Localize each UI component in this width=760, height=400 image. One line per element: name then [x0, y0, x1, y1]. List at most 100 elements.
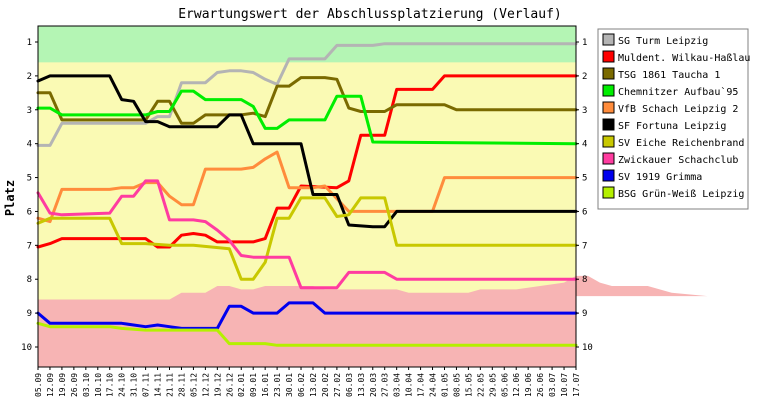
y-tick-label-right: 6: [582, 207, 587, 217]
legend-entry-label: SV Eiche Reichenbrand: [618, 138, 744, 149]
x-tick-label: 05.12: [189, 373, 198, 397]
y-tick-label: 4: [27, 140, 32, 150]
series-line-7: [36, 196, 578, 281]
zone-bottom: [38, 275, 760, 367]
legend-entry-label: Zwickauer Schachclub: [618, 155, 738, 166]
series-line-5: [36, 150, 578, 224]
x-tick-label: 15.05: [464, 373, 473, 397]
x-tick-label: 22.05: [476, 373, 485, 397]
x-tick-label: 26.12: [225, 373, 234, 397]
x-tick-label: 29.05: [488, 373, 497, 397]
x-tick-label: 27.02: [333, 373, 342, 397]
y-tick-label: 7: [27, 241, 32, 251]
y-tick-label: 10: [21, 343, 32, 353]
y-tick-label-right: 4: [582, 140, 587, 150]
x-tick-label: 03.10: [82, 373, 91, 397]
x-tick-label: 30.01: [285, 373, 294, 397]
legend-entry-label: TSG 1861 Taucha 1: [618, 70, 720, 81]
x-tick-label: 17.07: [572, 373, 581, 397]
series-line-10: [36, 321, 578, 347]
legend-swatch: [602, 135, 615, 148]
x-tick-label: 21.11: [166, 373, 175, 397]
x-tick-label: 06.03: [345, 373, 354, 397]
x-tick-label: 31.10: [130, 373, 139, 397]
series-line-3: [36, 76, 578, 125]
y-tick-label: 1: [27, 38, 32, 48]
x-tick-label: 03.04: [393, 373, 402, 397]
legend-entry-label: Muldent. Wilkau-Haßlau: [618, 53, 750, 64]
y-tick-label: 8: [27, 275, 32, 285]
y-tick-label-right: 5: [582, 174, 587, 184]
legend-box: [597, 28, 749, 210]
x-tick-label: 20.03: [369, 373, 378, 397]
series-line-9: [36, 301, 578, 330]
x-axis: 05.09 12.09 19.09 26.09 03.10 10.10 17.10 24.10…: [34, 367, 581, 397]
x-tick-label: 16.01: [261, 373, 270, 397]
x-tick-label: 26.06: [536, 373, 545, 397]
x-tick-label: 12.12: [201, 373, 210, 397]
legend-entry-label: BSG Grün-Weiß Leipzig: [618, 189, 744, 200]
series-line-8: [36, 179, 578, 290]
legend: SG Turm Leipzig Muldent. Wilkau-Haßlau TSG…: [597, 28, 750, 210]
legend-swatch: [602, 152, 615, 165]
x-tick-label: 12.09: [46, 373, 55, 397]
y-tick-label-right: 8: [582, 275, 587, 285]
x-tick-label: 13.03: [357, 373, 366, 397]
y-tick-label-right: 2: [582, 72, 587, 82]
legend-entry-label: VfB Schach Leipzig 2: [618, 104, 738, 115]
legend-swatch: [602, 101, 615, 114]
legend-entry-label: SG Turm Leipzig: [618, 36, 708, 47]
x-tick-label: 06.02: [297, 373, 306, 397]
y-tick-label: 3: [27, 106, 32, 116]
legend-entry-label: SF Fortuna Leipzig: [618, 121, 726, 132]
y-axis-label: Platz: [3, 180, 17, 216]
series-line-4: [36, 89, 578, 146]
x-tick-label: 10.07: [560, 373, 569, 397]
x-tick-label: 24.04: [429, 373, 438, 397]
x-tick-label: 23.01: [273, 373, 282, 397]
x-tick-label: 17.04: [417, 373, 426, 397]
series-line-6: [36, 74, 578, 229]
legend-entry-label: Chemnitzer Aufbau`95: [618, 86, 738, 98]
y-tick-label-right: 3: [582, 106, 587, 116]
x-tick-label: 24.10: [118, 373, 127, 397]
y-tick-label: 2: [27, 72, 32, 82]
y-tick-label: 9: [27, 309, 32, 319]
plot-area-frame: [37, 25, 577, 368]
x-tick-label: 14.11: [154, 373, 163, 397]
series-lines: [36, 42, 578, 347]
y-tick-label-right: 10: [582, 343, 593, 353]
legend-entry-label: SV 1919 Grimma: [618, 172, 702, 183]
legend-swatch: [602, 33, 615, 46]
x-tick-label: 09.01: [249, 373, 258, 397]
x-tick-label: 10.04: [405, 373, 414, 397]
x-tick-label: 19.09: [58, 373, 67, 397]
x-tick-label: 19.06: [524, 373, 533, 397]
x-tick-label: 17.10: [106, 373, 115, 397]
legend-swatch: [602, 118, 615, 131]
x-tick-label: 05.06: [500, 373, 509, 397]
x-tick-label: 26.09: [70, 373, 79, 397]
x-tick-label: 07.11: [142, 373, 151, 397]
x-tick-label: 10.10: [94, 373, 103, 397]
y-tick-label: 5: [27, 174, 32, 184]
x-tick-label: 08.05: [452, 373, 461, 397]
chart-title: Erwartungswert der Abschlussplatzierung …: [178, 7, 562, 22]
legend-swatch: [602, 84, 615, 97]
x-tick-label: 12.06: [512, 373, 521, 397]
y-tick-label-right: 1: [582, 38, 587, 48]
y-tick-label: 6: [27, 207, 32, 217]
x-tick-label: 28.11: [177, 373, 186, 397]
x-tick-label: 20.02: [321, 373, 330, 397]
x-tick-label: 13.02: [309, 373, 318, 397]
x-tick-label: 19.12: [213, 373, 222, 397]
legend-swatch: [602, 169, 615, 182]
x-tick-label: 01.05: [440, 373, 449, 397]
legend-swatch: [602, 186, 615, 199]
y-axis: 1 1 2 2 3 3 4 4 5 5 6 6 7 7 8 8 9 9 10 10: [21, 38, 593, 353]
x-tick-label: 27.03: [381, 373, 390, 397]
legend-swatch: [602, 67, 615, 80]
x-tick-label: 02.01: [237, 373, 246, 397]
legend-swatch: [602, 50, 615, 63]
